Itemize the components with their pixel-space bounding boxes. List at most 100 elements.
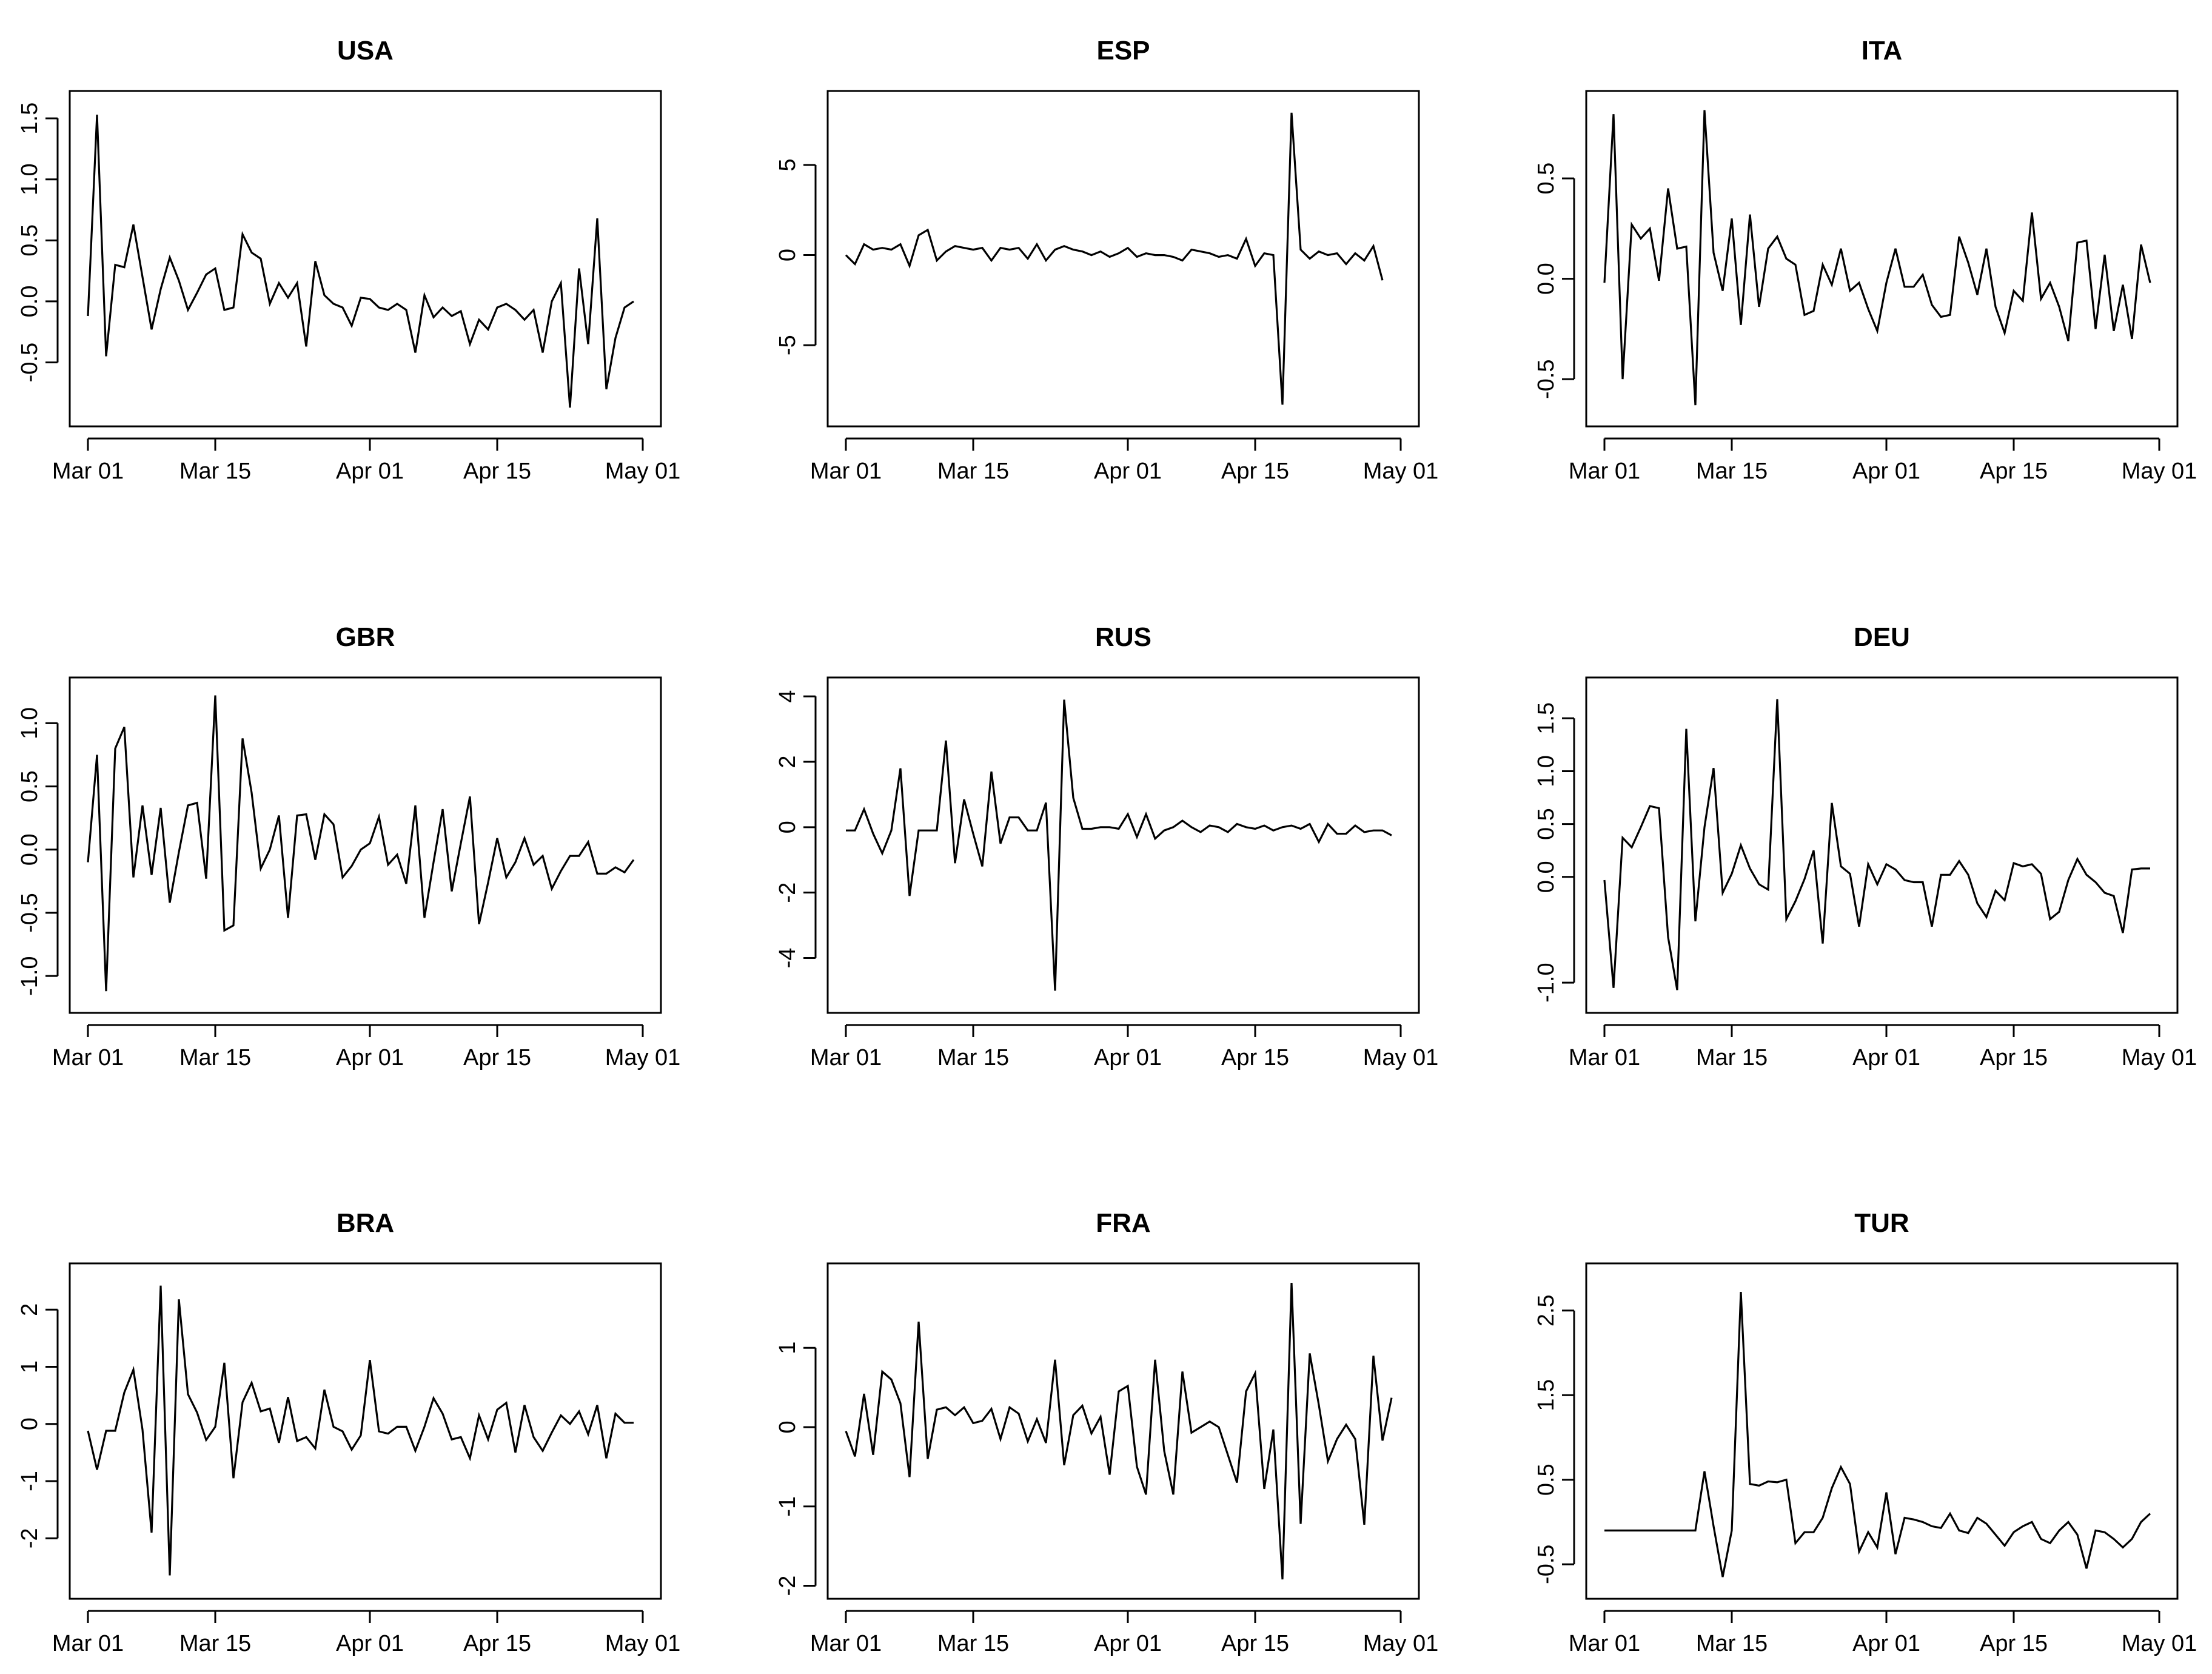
x-tick-label: Mar 01: [52, 459, 124, 484]
panel-fra: FRA Mar 01 Mar 15 Apr 01 Apr 15 May 01 -2 -1 0 1: [775, 1208, 1438, 1656]
y-tick-label: 1.0: [17, 707, 42, 739]
x-tick-label: Mar 15: [1696, 1631, 1768, 1656]
y-tick-label: 1: [775, 1342, 800, 1354]
series-line: [87, 695, 635, 992]
y-tick-label: 4: [775, 690, 800, 703]
y-tick-label: 0: [17, 1417, 42, 1430]
y-tick-label: 0.0: [17, 833, 42, 866]
y-tick-label: -1: [775, 1496, 800, 1517]
x-tick-label: Mar 01: [1569, 1631, 1640, 1656]
y-tick-label: 2: [775, 755, 800, 768]
y-tick-label: 1: [17, 1360, 42, 1373]
panel-title: DEU: [1854, 622, 1910, 652]
panel-esp: ESP Mar 01 Mar 15 Apr 01 Apr 15 May 01 -5 0 5: [775, 36, 1438, 484]
y-tick-label: 1.0: [17, 163, 42, 195]
plot-frame: [1585, 676, 2179, 1014]
series-line: [87, 115, 634, 408]
y-tick-label: 0.5: [1533, 1464, 1559, 1496]
panel-title: BRA: [337, 1208, 394, 1238]
x-tick-label: Apr 15: [1980, 1631, 2048, 1656]
y-tick-label: -0.5: [17, 343, 42, 382]
panel-title: TUR: [1854, 1208, 1909, 1238]
y-tick-label: 2: [17, 1303, 42, 1316]
y-tick-label: 2.5: [1533, 1294, 1559, 1326]
x-tick-label: Apr 01: [1852, 459, 1920, 484]
y-tick-label: -2: [17, 1528, 42, 1548]
x-tick-label: Mar 01: [810, 1045, 882, 1071]
x-tick-label: Apr 01: [1852, 1045, 1920, 1071]
y-tick-label: -0.5: [1533, 359, 1559, 398]
x-tick-label: Mar 01: [1569, 1045, 1640, 1071]
panel-gbr: GBR Mar 01 Mar 15 Apr 01 Apr 15 May 01 -1.0 -0.…: [17, 622, 680, 1071]
panel-bra: BRA Mar 01 Mar 15 Apr 01 Apr 15 May 01 -2 -1 0 1 2: [17, 1208, 680, 1656]
x-tick-label: Apr 01: [1852, 1631, 1920, 1656]
x-tick-label: Mar 15: [937, 459, 1009, 484]
plot-frame: [69, 1262, 662, 1600]
panel-tur: TUR Mar 01 Mar 15 Apr 01 Apr 15 May 01 -0.5 0.5…: [1533, 1208, 2197, 1656]
x-tick-label: Mar 01: [52, 1045, 124, 1071]
panel-title: ESP: [1096, 36, 1150, 66]
series-line: [87, 1285, 634, 1576]
x-tick-label: Mar 15: [179, 1631, 251, 1656]
y-tick-label: 0: [775, 249, 800, 261]
y-tick-label: -1.0: [1533, 963, 1559, 1002]
x-tick-label: May 01: [605, 459, 681, 484]
y-tick-label: 0: [775, 821, 800, 833]
y-tick-label: -2: [775, 882, 800, 903]
y-tick-label: 0.0: [1533, 263, 1559, 295]
x-tick-label: Mar 15: [937, 1631, 1009, 1656]
panel-usa: USA Mar 01 Mar 15 Apr 01 Apr 15 May 01 -0.5 0.0…: [17, 36, 680, 484]
y-tick-label: 1.5: [1533, 702, 1559, 734]
panel-title: USA: [337, 36, 394, 66]
y-tick-label: -4: [775, 948, 800, 969]
x-tick-label: Apr 15: [1980, 459, 2048, 484]
x-tick-label: Apr 15: [1221, 459, 1289, 484]
x-tick-label: Apr 15: [463, 459, 531, 484]
x-tick-label: May 01: [2122, 459, 2197, 484]
x-tick-label: May 01: [1363, 1045, 1439, 1071]
y-tick-label: 1.0: [1533, 755, 1559, 787]
x-tick-label: Apr 01: [336, 1631, 404, 1656]
x-tick-label: Mar 01: [1569, 459, 1640, 484]
y-tick-label: -5: [775, 335, 800, 355]
series-line: [1603, 699, 2150, 990]
x-tick-label: Mar 15: [179, 459, 251, 484]
x-tick-label: Mar 15: [179, 1045, 251, 1071]
y-tick-label: -1.0: [17, 956, 42, 995]
x-tick-label: May 01: [1363, 1631, 1439, 1656]
plot-frame: [69, 676, 662, 1014]
panel-title: FRA: [1096, 1208, 1150, 1238]
plot-frame: [1585, 90, 2179, 428]
x-tick-label: Mar 15: [1696, 459, 1768, 484]
series-line: [1604, 1292, 2151, 1578]
y-tick-label: -1: [17, 1471, 42, 1491]
x-tick-label: Apr 01: [1094, 1045, 1162, 1071]
x-tick-label: May 01: [2122, 1631, 2197, 1656]
y-tick-label: 0.5: [1533, 163, 1559, 195]
x-tick-label: Apr 15: [463, 1045, 531, 1071]
x-tick-label: Mar 15: [937, 1045, 1009, 1071]
panel-title: ITA: [1862, 36, 1903, 66]
x-tick-label: Apr 01: [1094, 1631, 1162, 1656]
x-tick-label: May 01: [2122, 1045, 2197, 1071]
x-tick-label: Mar 15: [1696, 1045, 1768, 1071]
x-tick-label: Apr 15: [463, 1631, 531, 1656]
x-tick-label: May 01: [1363, 459, 1439, 484]
x-tick-label: May 01: [605, 1045, 681, 1071]
y-tick-label: 5: [775, 158, 800, 171]
panel-rus: RUS Mar 01 Mar 15 Apr 01 Apr 15 May 01 -4 -2 0 2 4: [775, 622, 1438, 1071]
x-tick-label: Apr 01: [336, 459, 404, 484]
y-tick-label: 1.5: [1533, 1379, 1559, 1411]
y-tick-label: -2: [775, 1576, 800, 1596]
series-line: [845, 112, 1384, 405]
series-line: [846, 699, 1392, 991]
plot-frame: [826, 676, 1420, 1014]
x-tick-label: Mar 01: [810, 459, 882, 484]
y-tick-label: 0.0: [1533, 861, 1559, 893]
panel-deu: DEU Mar 01 Mar 15 Apr 01 Apr 15 May 01 -1.0 0.0…: [1533, 622, 2197, 1071]
panel-title: RUS: [1095, 622, 1151, 652]
plot-frame: [826, 1262, 1420, 1600]
plot-frame: [826, 90, 1420, 428]
